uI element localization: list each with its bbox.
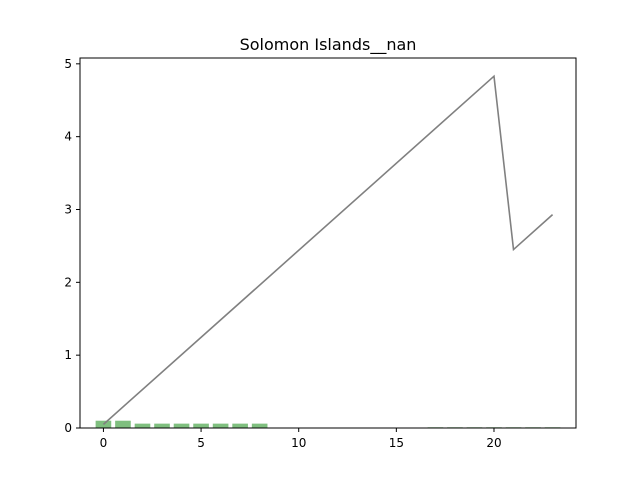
x-tick-label: 5 (197, 436, 205, 450)
bar (212, 423, 229, 428)
x-tick-label: 15 (389, 436, 404, 450)
bar (251, 423, 268, 428)
y-axis: 0 1 2 3 4 5 (64, 57, 80, 435)
y-tick-label: 1 (64, 348, 72, 362)
y-tick-label: 2 (64, 275, 72, 289)
y-tick-label: 4 (64, 130, 72, 144)
y-tick-label: 0 (64, 421, 72, 435)
bar (173, 423, 190, 428)
y-tick-label: 5 (64, 57, 72, 71)
x-tick-label: 20 (486, 436, 501, 450)
chart-title: Solomon Islands__nan (240, 35, 417, 55)
bar (232, 423, 248, 428)
x-tick-label: 0 (100, 436, 108, 450)
bar (193, 423, 209, 428)
x-axis: 0 5 10 15 20 (100, 428, 502, 450)
plot-frame (79, 57, 577, 429)
bar (134, 423, 151, 428)
bar-series (95, 420, 561, 429)
line-path (102, 74, 554, 425)
x-tick-label: 10 (291, 436, 306, 450)
line-series (102, 74, 554, 425)
bar (115, 420, 131, 428)
bar (154, 423, 170, 428)
y-tick-label: 3 (64, 202, 72, 216)
